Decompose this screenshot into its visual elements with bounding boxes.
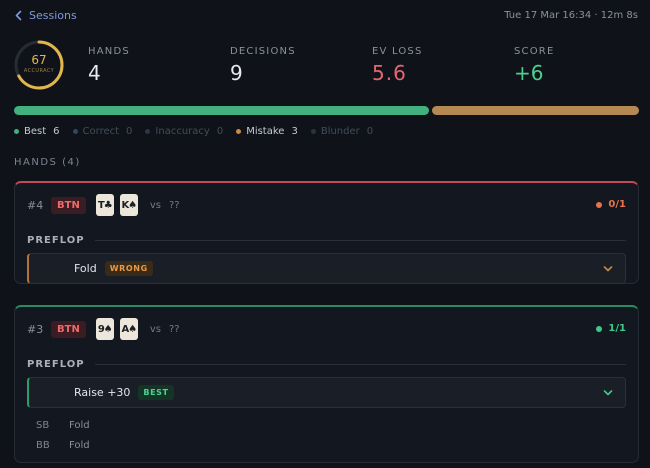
legend-item-mistake: Mistake 3	[236, 126, 298, 137]
legend-item-blunder: Blunder 0	[310, 126, 374, 137]
street-header: PREFLOP	[27, 359, 626, 370]
ev-loss-stat: EV LOSS 5.6	[372, 46, 423, 85]
legend-label: Correct	[82, 126, 120, 137]
top-bar: Sessions Tue 17 Mar 16:34 · 12m 8s	[0, 0, 650, 32]
hole-card: T♣	[95, 194, 114, 216]
score-stat-value: +6	[514, 61, 544, 85]
legend-count: 6	[53, 126, 60, 137]
legend-count: 3	[291, 126, 298, 137]
ev-loss-stat-value: 5.6	[372, 61, 407, 85]
hand-card: #3 BTN 9♠ A♠ vs ?? 1/1 PREFLOP Raise +30…	[14, 305, 639, 463]
hole-card: K♠	[119, 194, 138, 216]
street-divider	[94, 240, 626, 241]
other-action-value: Fold	[69, 439, 90, 451]
other-action-row: SB Fold	[36, 415, 90, 435]
hand-result: 1/1	[596, 323, 626, 334]
legend-label: Mistake	[246, 126, 285, 137]
hole-card: A♠	[119, 318, 138, 340]
other-action-position: SB	[36, 419, 50, 431]
ev-loss-stat-label: EV LOSS	[372, 46, 423, 57]
accuracy-ring	[14, 40, 64, 90]
legend-item-correct: Correct 0	[72, 126, 133, 137]
villain-cards: ??	[168, 199, 180, 211]
hand-result: 0/1	[596, 199, 626, 210]
distribution-segment-mistake	[431, 106, 639, 115]
other-action-position: BB	[36, 439, 50, 451]
other-action-row: BB Fold	[36, 435, 90, 455]
score-stat: SCORE +6	[514, 46, 554, 85]
accuracy-value: 67	[31, 53, 47, 67]
accuracy-label: ACCURACY	[23, 68, 55, 74]
decision-tag: BEST	[138, 385, 174, 400]
hand-header: #4 BTN T♣ K♠ vs ??	[27, 194, 180, 216]
legend-item-best: Best 6	[14, 126, 60, 137]
hand-result-score: 1/1	[608, 323, 626, 334]
legend-count: 0	[126, 126, 133, 137]
hand-number: #3	[27, 322, 44, 336]
decision-distribution-bar	[14, 106, 639, 115]
decision-action: Raise +30	[74, 386, 131, 399]
vs-label: vs	[149, 323, 161, 335]
street-label: PREFLOP	[27, 359, 85, 370]
vs-label: vs	[149, 199, 161, 211]
decisions-stat: DECISIONS 9	[230, 46, 296, 85]
legend-count: 0	[366, 126, 374, 137]
hands-stat-value: 4	[88, 61, 101, 85]
hands-stat-label: HANDS	[88, 46, 130, 57]
decision-legend: Best 6 Correct 0 Inaccuracy 0 Mistake 3 Blunder 0	[14, 126, 373, 137]
decision-action: Fold	[74, 262, 97, 275]
hand-result-score: 0/1	[608, 199, 626, 210]
accuracy-gauge: 67 ACCURACY	[13, 39, 65, 91]
back-to-sessions-link[interactable]: Sessions	[14, 9, 77, 22]
decision-tag: WRONG	[104, 261, 153, 276]
back-label: Sessions	[29, 9, 77, 22]
hands-section-title: HANDS (4)	[14, 157, 81, 168]
legend-label: Inaccuracy	[155, 126, 210, 137]
hands-stat: HANDS 4	[88, 46, 130, 85]
accuracy-ring-fill	[14, 40, 64, 90]
legend-label: Blunder	[320, 126, 360, 137]
legend-dot-icon	[14, 129, 19, 134]
legend-label: Best	[24, 126, 47, 137]
hole-card: 9♠	[95, 318, 114, 340]
chevron-down-icon[interactable]	[603, 264, 613, 274]
chevron-left-icon	[15, 10, 22, 21]
position-badge: BTN	[51, 320, 86, 338]
session-meta: Tue 17 Mar 16:34 · 12m 8s	[504, 10, 638, 21]
villain-cards: ??	[168, 323, 180, 335]
street-label: PREFLOP	[27, 235, 85, 246]
chevron-down-icon[interactable]	[603, 388, 613, 398]
legend-dot-icon	[145, 129, 151, 134]
legend-dot-icon	[310, 129, 316, 134]
score-stat-label: SCORE	[514, 46, 555, 57]
other-action-value: Fold	[69, 419, 90, 431]
hand-number: #4	[27, 198, 44, 212]
hand-header: #3 BTN 9♠ A♠ vs ??	[27, 318, 180, 340]
legend-dot-icon	[72, 129, 78, 134]
decision-row[interactable]: Raise +30 BEST	[27, 377, 626, 408]
distribution-segment-best	[14, 106, 429, 115]
legend-item-inaccuracy: Inaccuracy 0	[145, 126, 223, 137]
legend-dot-icon	[236, 129, 242, 134]
other-actions: SB Fold BB Fold	[36, 415, 90, 455]
legend-count: 0	[216, 126, 224, 137]
decisions-stat-label: DECISIONS	[230, 46, 296, 57]
result-dot-icon	[596, 325, 603, 332]
street-header: PREFLOP	[27, 235, 626, 246]
hand-card: #4 BTN T♣ K♠ vs ?? 0/1 PREFLOP Fold WRON…	[14, 181, 639, 284]
decision-row[interactable]: Fold WRONG	[27, 253, 626, 284]
street-divider	[94, 364, 626, 365]
position-badge: BTN	[51, 196, 86, 214]
decisions-stat-value: 9	[230, 61, 243, 85]
result-dot-icon	[596, 201, 603, 208]
